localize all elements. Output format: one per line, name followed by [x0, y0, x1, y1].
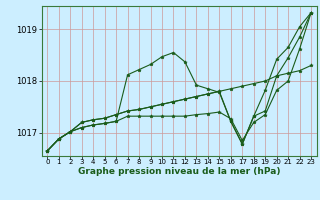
X-axis label: Graphe pression niveau de la mer (hPa): Graphe pression niveau de la mer (hPa) — [78, 167, 280, 176]
